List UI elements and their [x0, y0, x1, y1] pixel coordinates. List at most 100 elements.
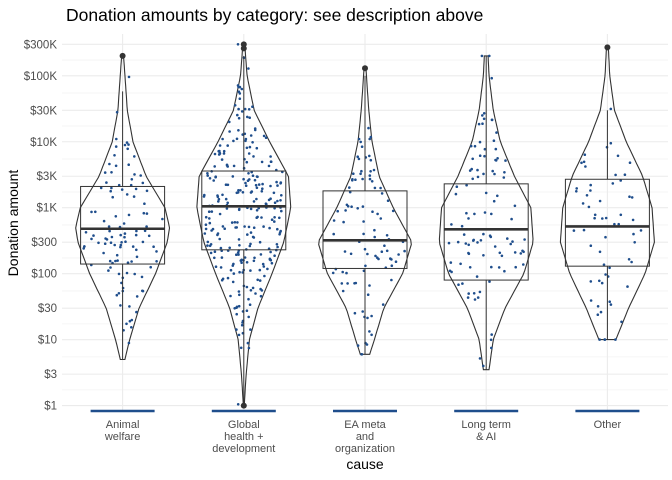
data-point	[225, 207, 229, 210]
data-point	[386, 199, 390, 202]
data-point	[493, 172, 496, 176]
data-point	[589, 183, 592, 187]
data-point	[127, 163, 130, 166]
data-point	[253, 127, 257, 130]
data-point	[233, 104, 237, 107]
data-point	[582, 160, 586, 164]
outlier-point	[119, 52, 126, 59]
data-point	[356, 155, 360, 158]
data-point	[249, 289, 253, 292]
data-point	[103, 171, 107, 174]
data-point	[245, 146, 249, 150]
data-point	[380, 192, 384, 195]
data-point	[345, 271, 348, 275]
data-point	[204, 227, 208, 231]
data-point	[521, 249, 524, 253]
data-point	[332, 219, 336, 222]
data-point	[239, 346, 243, 350]
iqr-box	[443, 183, 529, 281]
data-point	[482, 254, 485, 257]
data-point	[368, 174, 372, 177]
data-point	[340, 282, 344, 285]
data-point	[371, 210, 374, 213]
data-point	[468, 266, 472, 269]
data-point	[255, 209, 259, 212]
data-point	[593, 216, 596, 220]
data-point	[496, 194, 499, 198]
data-point	[383, 244, 386, 247]
data-point	[365, 343, 369, 346]
iqr-box	[201, 170, 287, 251]
data-point	[467, 243, 471, 247]
data-point	[403, 249, 406, 253]
data-point	[231, 280, 235, 284]
data-point	[247, 225, 251, 229]
data-point	[236, 251, 240, 254]
data-point	[249, 191, 253, 194]
y-tick-label: $300	[31, 237, 57, 249]
data-point	[123, 143, 127, 147]
data-point	[482, 232, 485, 236]
data-point	[589, 280, 593, 283]
data-point	[390, 278, 393, 282]
data-point	[111, 195, 114, 199]
data-point	[135, 248, 138, 252]
data-point	[366, 316, 369, 320]
data-point	[273, 220, 276, 223]
data-point	[493, 245, 497, 248]
data-point	[276, 199, 279, 203]
data-point	[84, 231, 88, 234]
data-point	[465, 183, 468, 187]
data-point	[247, 152, 251, 155]
data-point	[131, 245, 135, 248]
data-point	[450, 223, 453, 226]
data-point	[601, 217, 604, 220]
data-point	[218, 144, 222, 147]
data-point	[483, 211, 487, 214]
data-point	[126, 147, 129, 151]
data-point	[252, 200, 256, 203]
data-point	[135, 229, 138, 233]
data-point	[273, 201, 277, 204]
data-point	[472, 292, 476, 295]
data-point	[233, 221, 237, 224]
data-point	[360, 353, 364, 356]
data-point	[258, 240, 262, 244]
data-point	[581, 202, 585, 205]
data-point	[502, 176, 506, 179]
data-point	[587, 205, 591, 209]
data-point	[466, 296, 470, 299]
data-point	[204, 223, 208, 226]
data-point	[269, 250, 272, 254]
y-tick-label: $1K	[37, 203, 58, 215]
data-point	[129, 183, 133, 187]
data-point	[228, 120, 231, 124]
data-point	[260, 289, 264, 292]
data-point	[369, 135, 373, 139]
data-point	[353, 311, 357, 315]
data-point	[482, 172, 485, 176]
x-tick-labels: Animal welfare Global health + development EA…	[104, 419, 622, 455]
data-point	[276, 245, 279, 249]
data-point	[251, 105, 254, 108]
data-point	[213, 165, 216, 168]
data-point	[348, 190, 352, 194]
data-point	[279, 182, 282, 185]
data-point	[491, 169, 495, 173]
data-point	[226, 144, 229, 147]
data-point	[203, 232, 207, 235]
data-point	[207, 210, 211, 213]
data-point	[461, 282, 464, 285]
data-point	[208, 221, 212, 225]
data-point	[596, 313, 600, 317]
data-point	[239, 189, 242, 192]
data-point	[206, 174, 209, 177]
data-point	[256, 278, 260, 282]
data-point	[471, 157, 475, 161]
data-point	[628, 161, 632, 164]
data-point	[585, 194, 589, 197]
data-point	[238, 207, 241, 211]
data-point	[598, 338, 601, 341]
data-point	[248, 116, 251, 119]
data-point	[500, 254, 504, 258]
